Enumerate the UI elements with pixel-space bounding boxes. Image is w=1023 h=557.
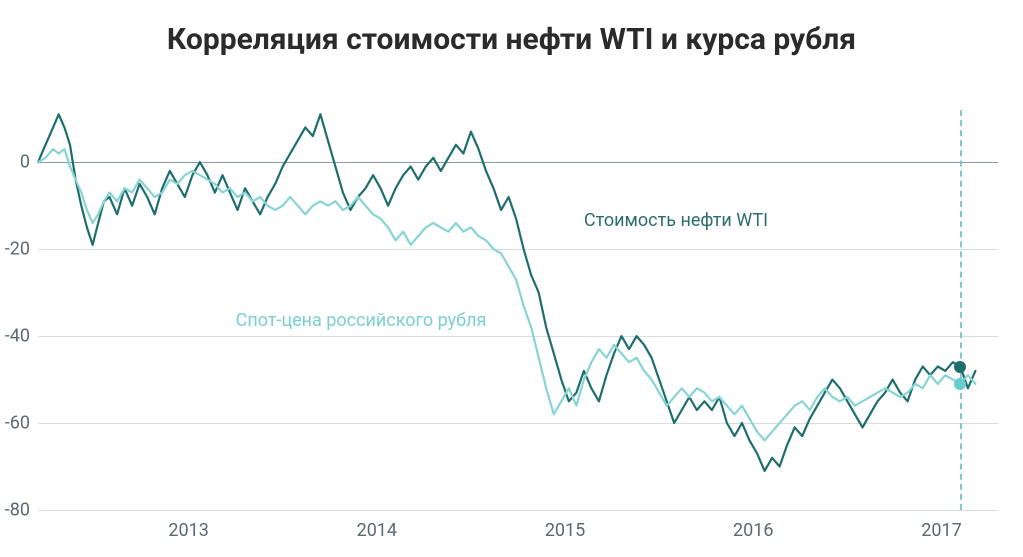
y-tick-label: -60 [5,413,38,434]
x-tick-label: 2015 [545,510,585,541]
y-tick-label: -80 [5,500,38,521]
x-tick-label: 2016 [733,510,773,541]
end-dot-wti [954,361,966,373]
series-line-rub [38,149,975,440]
x-tick-label: 2013 [168,510,208,541]
end-dot-rub [954,378,966,390]
chart-container: Корреляция стоимости нефти WTI и курса р… [0,0,1023,557]
y-tick-label: -40 [5,326,38,347]
label-rub: Спот-цена российского рубля [236,310,487,331]
label-wti: Стоимость нефти WTI [584,210,768,231]
y-tick-label: 0 [20,152,38,173]
chart-title: Корреляция стоимости нефти WTI и курса р… [0,22,1023,57]
x-tick-label: 2014 [357,510,397,541]
series-svg [38,110,998,510]
x-tick-label: 2017 [921,510,961,541]
series-line-wti [38,114,975,471]
y-tick-label: -20 [5,239,38,260]
plot-area: 0-20-40-60-80 20132014201520162017 Стоим… [38,110,998,510]
